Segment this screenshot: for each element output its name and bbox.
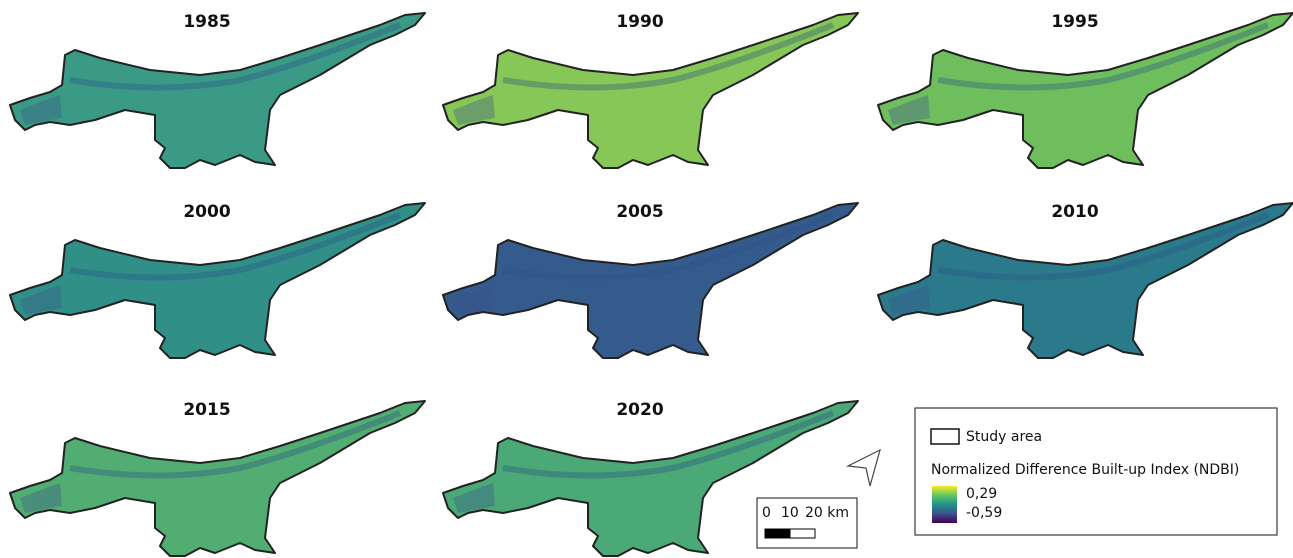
legend-title: Normalized Difference Built-up Index (ND… [931,462,1239,478]
study-area [878,203,1293,358]
study-area [10,13,425,168]
map-panel: 1985 [10,12,425,168]
legend-label: Study area [966,429,1042,445]
color-ramp [932,486,957,523]
panel-title: 1990 [616,12,663,32]
study-area-swatch [931,429,959,444]
study-area [878,13,1293,168]
map-panel: 2015 [10,400,425,556]
map-panel: 1990 [443,12,858,168]
study-area [443,203,858,358]
figure: 1985 1990 1995 2000 2005 2010 2015 2020 0 10 20… [0,0,1293,558]
map-panel: 1995 [878,12,1293,168]
study-area [443,13,858,168]
map-panel: 2010 [878,202,1293,358]
panel-title: 2005 [616,202,663,222]
panel-title: 2000 [183,202,230,222]
legend: Study area Normalized Difference Built-u… [915,408,1277,535]
scale-bar: 0 10 20 km [757,498,857,548]
north-arrow [848,450,880,486]
scale-label: 20 km [805,505,849,521]
map-panel: 2000 [10,202,425,358]
ramp-max-label: 0,29 [966,486,997,502]
panel-title: 1985 [183,12,230,32]
scale-label: 10 [781,505,799,521]
study-area [10,203,425,358]
panel-title: 1995 [1051,12,1098,32]
panel-title: 2015 [183,400,230,420]
ramp-min-label: -0,59 [966,505,1002,521]
map-panel: 2005 [443,202,858,358]
scale-segment [790,529,815,538]
panel-title: 2020 [616,400,663,420]
study-area [10,401,425,556]
scale-segment [765,529,790,538]
page: 1985 1990 1995 2000 2005 2010 2015 2020 0 10 20… [0,0,1293,558]
scale-label: 0 [762,505,771,521]
panel-title: 2010 [1051,202,1098,222]
